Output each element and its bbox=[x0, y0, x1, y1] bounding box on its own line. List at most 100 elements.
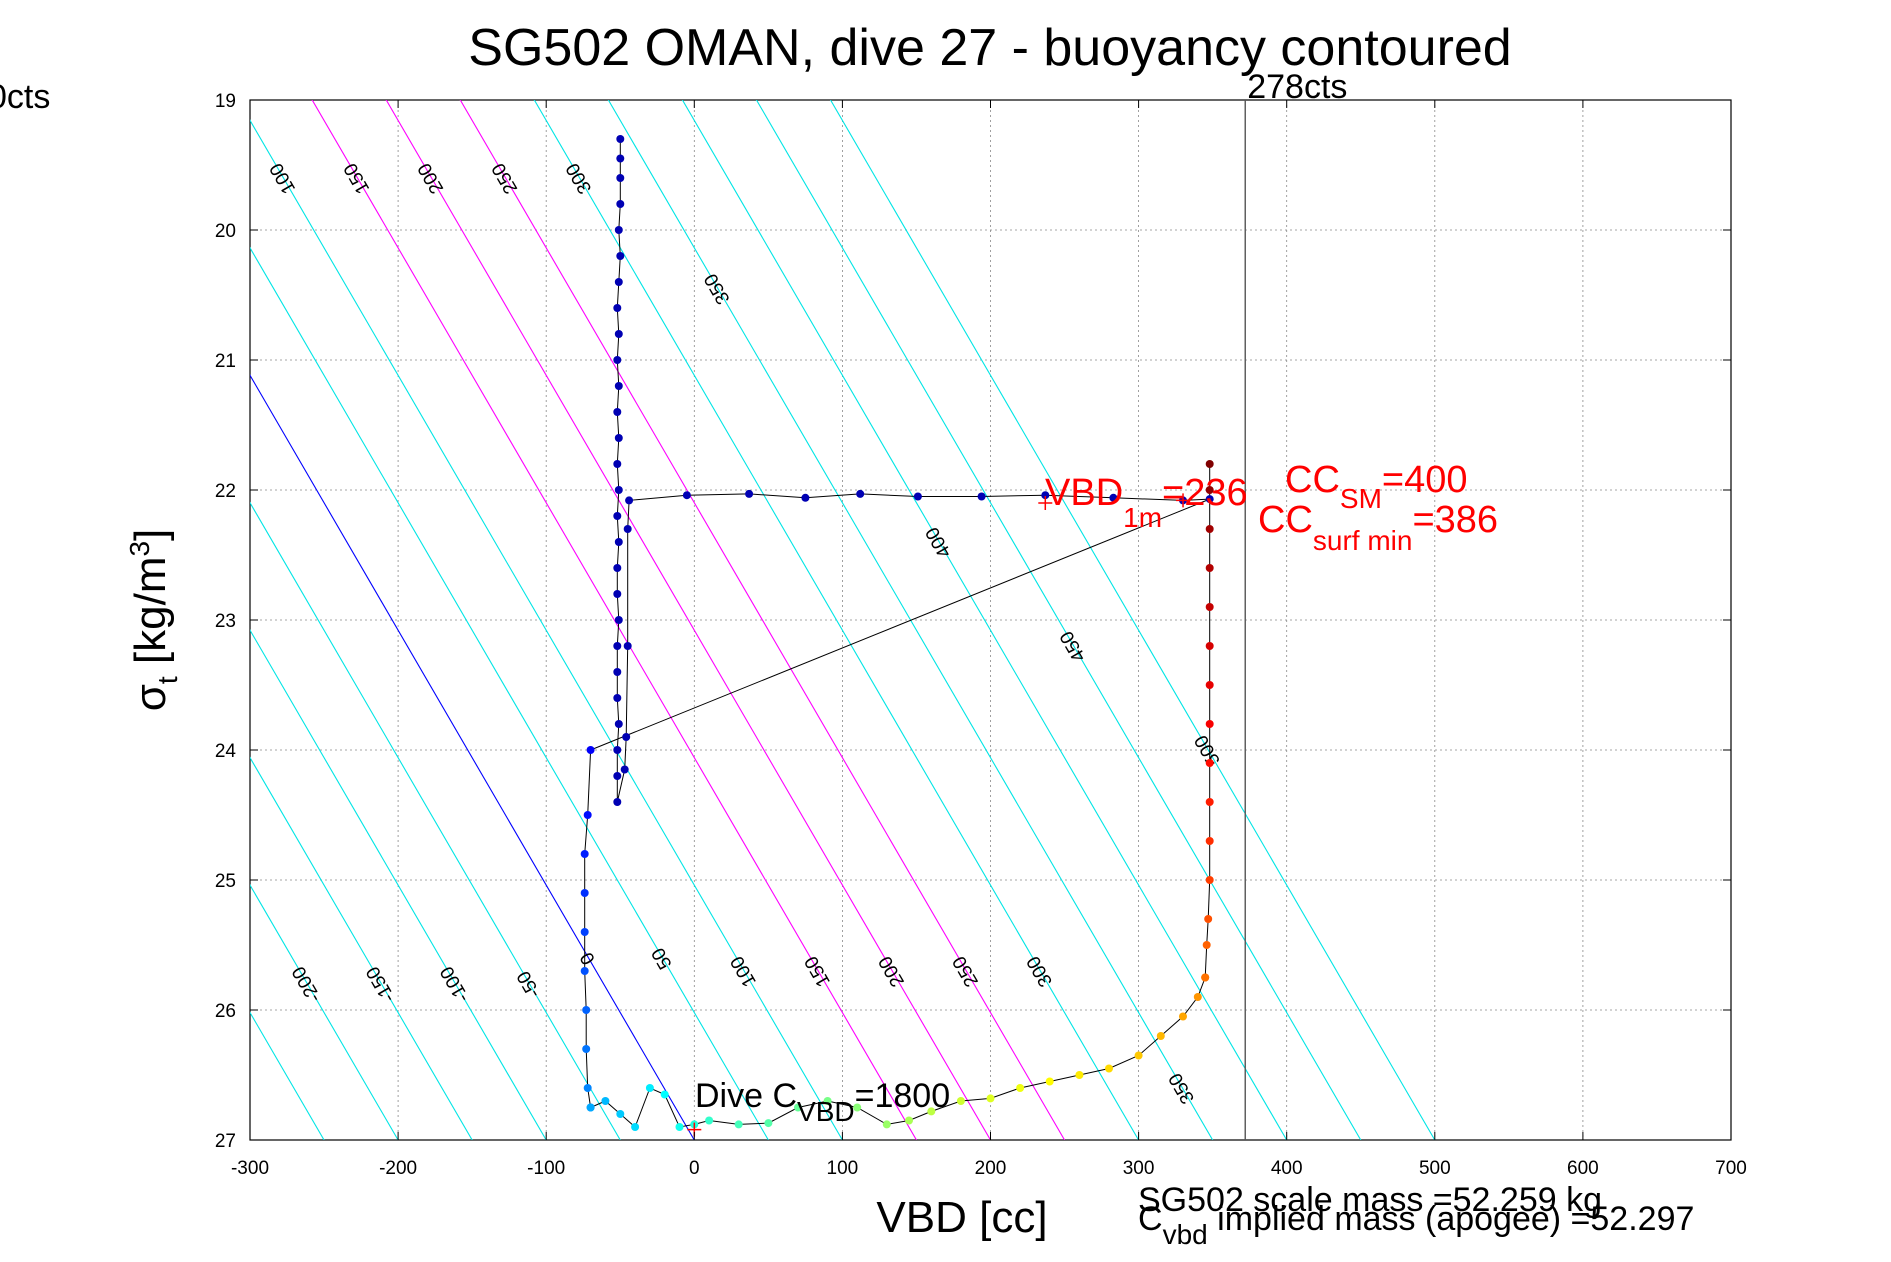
data-point bbox=[1041, 491, 1050, 500]
implied-mass-annotation: Cvbd implied mass (apogee) =52.297 bbox=[1138, 1200, 1694, 1250]
contour-line bbox=[0, 35, 102, 1140]
chart-title: SG502 OMAN, dive 27 - buoyancy contoured bbox=[468, 19, 1511, 77]
data-point bbox=[645, 1084, 654, 1092]
data-point bbox=[631, 1123, 640, 1131]
data-point bbox=[977, 492, 986, 501]
data-point bbox=[614, 720, 623, 728]
data-point bbox=[1045, 1077, 1054, 1086]
data-series bbox=[580, 135, 1214, 1137]
data-point bbox=[1109, 493, 1118, 502]
contour-line bbox=[250, 374, 695, 1140]
data-point bbox=[705, 1116, 714, 1125]
data-point bbox=[1205, 720, 1214, 728]
data-point bbox=[613, 668, 622, 676]
data-point bbox=[586, 746, 595, 754]
data-point bbox=[856, 489, 865, 498]
contour-line bbox=[385, 100, 991, 1140]
contour-line bbox=[459, 100, 1066, 1140]
data-point bbox=[625, 496, 634, 505]
data-point bbox=[1205, 460, 1214, 468]
data-point bbox=[614, 226, 623, 234]
data-point bbox=[1205, 876, 1214, 884]
x-tick-label: -100 bbox=[527, 1158, 565, 1179]
marker-cross bbox=[1038, 496, 1053, 510]
data-point bbox=[613, 512, 622, 520]
data-point bbox=[1205, 759, 1214, 767]
vbd-1m-annotation: VBD1m=236 bbox=[1045, 472, 1248, 533]
y-tick-label: 25 bbox=[215, 871, 236, 892]
y-tick-label: 23 bbox=[215, 611, 236, 632]
contour-line bbox=[250, 119, 843, 1140]
data-point bbox=[614, 382, 623, 390]
x-tick-label: 400 bbox=[1271, 1158, 1303, 1179]
x-tick-label: 500 bbox=[1419, 1158, 1451, 1179]
data-point bbox=[1205, 525, 1214, 533]
axis-ticks: -300 -200 -100 0 100 200 300 400 500 600 700 19 20 21… bbox=[215, 91, 1747, 1179]
data-point bbox=[1179, 1012, 1187, 1021]
data-point bbox=[620, 765, 629, 774]
contour-line bbox=[250, 629, 547, 1140]
data-point bbox=[616, 135, 625, 143]
data-point bbox=[1193, 993, 1202, 1001]
y-tick-label: 21 bbox=[215, 351, 236, 372]
data-point bbox=[905, 1116, 913, 1125]
data-point bbox=[580, 889, 589, 897]
data-point bbox=[601, 1097, 610, 1105]
data-point bbox=[882, 1120, 891, 1129]
data-point bbox=[614, 434, 623, 442]
data-point bbox=[1205, 837, 1214, 845]
data-point bbox=[913, 492, 922, 501]
data-point bbox=[613, 694, 622, 702]
data-point bbox=[1204, 915, 1213, 923]
contour-line bbox=[829, 100, 1436, 1140]
data-point bbox=[613, 460, 622, 468]
x-tick-label: 0 bbox=[689, 1158, 700, 1179]
y-tick-label: 26 bbox=[215, 1001, 236, 1022]
y-axis-title: σt [kg/m3] bbox=[124, 529, 183, 712]
x-tick-label: -200 bbox=[379, 1158, 417, 1179]
data-point bbox=[1016, 1084, 1025, 1092]
apogee-label: 278cts bbox=[1247, 68, 1347, 106]
data-point bbox=[614, 278, 623, 286]
cc-surf-min-annotation: CCsurf min=386 bbox=[1258, 499, 1498, 556]
x-axis-title: VBD [cc] bbox=[876, 1193, 1047, 1242]
data-point bbox=[675, 1123, 684, 1131]
data-point bbox=[1205, 798, 1214, 806]
x-tick-label: 100 bbox=[827, 1158, 859, 1179]
left-cts-label: 0cts bbox=[0, 78, 50, 116]
y-tick-label: 27 bbox=[215, 1131, 236, 1152]
data-point bbox=[764, 1119, 773, 1128]
x-tick-label: 300 bbox=[1123, 1158, 1155, 1179]
data-point bbox=[616, 1110, 625, 1118]
data-point bbox=[1156, 1032, 1165, 1040]
contour-line bbox=[681, 100, 1288, 1140]
data-point bbox=[1205, 495, 1214, 504]
data-point bbox=[1075, 1071, 1084, 1079]
data-point bbox=[986, 1094, 995, 1103]
contour-line bbox=[250, 1138, 251, 1140]
data-point bbox=[614, 486, 623, 494]
contour-line bbox=[250, 501, 621, 1140]
marker-cross bbox=[1176, 493, 1191, 508]
contour-line bbox=[250, 884, 399, 1140]
data-point bbox=[1205, 564, 1214, 572]
data-point bbox=[582, 1045, 591, 1053]
data-point bbox=[613, 798, 622, 806]
data-point bbox=[614, 538, 623, 546]
data-point bbox=[853, 1103, 862, 1112]
apogee-line: 278cts bbox=[1244, 68, 1347, 1140]
x-tick-label: 600 bbox=[1567, 1158, 1599, 1179]
data-point bbox=[583, 1084, 592, 1092]
data-point bbox=[622, 733, 631, 741]
data-point bbox=[613, 564, 622, 572]
data-point bbox=[586, 1103, 595, 1112]
data-point bbox=[801, 493, 810, 502]
data-point bbox=[823, 1097, 832, 1105]
x-tick-label: 700 bbox=[1715, 1158, 1747, 1179]
contour-line bbox=[0, 35, 28, 1140]
data-point bbox=[613, 772, 622, 780]
scale-mass-annotation: SG502 scale mass =52.259 kg bbox=[1138, 1181, 1602, 1219]
data-point bbox=[623, 642, 632, 650]
data-point bbox=[614, 616, 623, 624]
